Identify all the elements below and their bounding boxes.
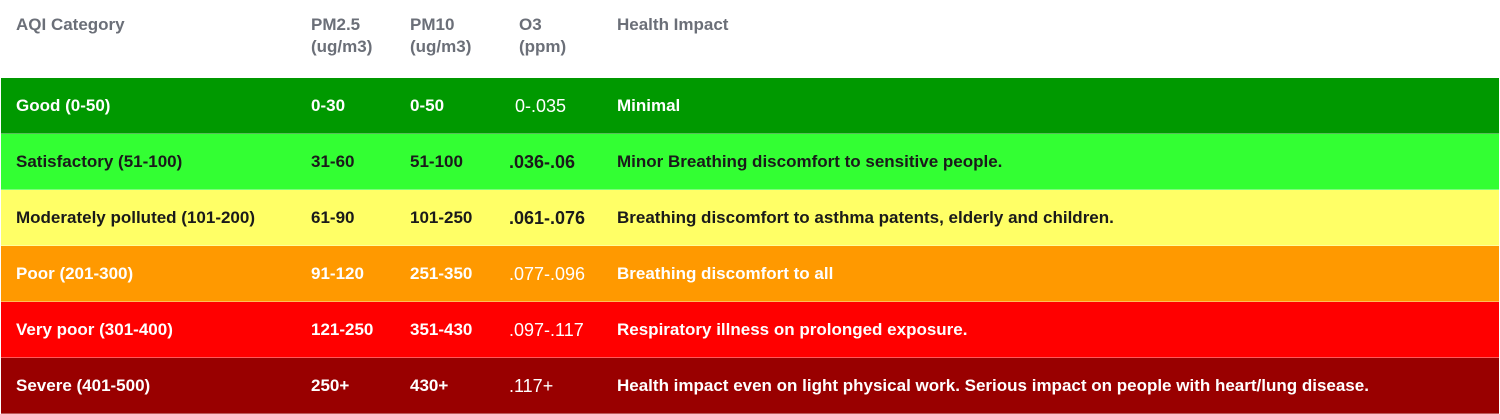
cell-aqi-category: Good (0-50) (16, 96, 111, 115)
cell-pm25: 0-30 (311, 96, 346, 115)
table-row: Severe (401-500) 250+ 430+ .117+ Health … (1, 358, 1499, 414)
cell-aqi-category: Moderately polluted (101-200) (16, 208, 256, 227)
table-header: AQI Category PM2.5 (ug/m3) PM10 (ug/m3) … (0, 0, 1500, 78)
cell-pm25: 31-60 (311, 152, 355, 171)
table-row: Satisfactory (51-100) 31-60 51-100 .036-… (1, 134, 1499, 190)
cell-o3: 0-.035 (515, 96, 567, 116)
cell-health-impact: Minimal (617, 96, 681, 115)
cell-pm10: 101-250 (410, 208, 473, 227)
cell-o3: .036-.06 (509, 152, 576, 172)
cell-health-impact: Minor Breathing discomfort to sensitive … (617, 152, 1003, 171)
header-pm25: PM2.5 (ug/m3) (311, 15, 373, 56)
cell-o3: .097-.117 (509, 320, 584, 340)
header-o3: O3 (ppm) (519, 15, 567, 56)
cell-aqi-category: Satisfactory (51-100) (16, 152, 183, 171)
table-row: Moderately polluted (101-200) 61-90 101-… (1, 190, 1499, 246)
header-aqi-category: AQI Category (16, 15, 125, 34)
table-row: Poor (201-300) 91-120 251-350 .077-.096 … (1, 246, 1499, 302)
cell-health-impact: Breathing discomfort to asthma patents, … (617, 208, 1114, 227)
cell-pm10: 0-50 (410, 96, 445, 115)
cell-health-impact: Health impact even on light physical wor… (617, 376, 1369, 395)
cell-pm25: 61-90 (311, 208, 355, 227)
cell-pm10: 430+ (410, 376, 449, 395)
cell-pm10: 251-350 (410, 264, 473, 283)
table-row: Very poor (301-400) 121-250 351-430 .097… (1, 302, 1499, 358)
header-health-impact: Health Impact (617, 15, 729, 34)
cell-health-impact: Breathing discomfort to all (617, 264, 834, 283)
cell-pm25: 121-250 (311, 320, 374, 339)
cell-aqi-category: Poor (201-300) (16, 264, 134, 283)
table-body: Good (0-50) 0-30 0-50 0-.035 Minimal Sat… (1, 78, 1499, 414)
cell-pm10: 351-430 (410, 320, 473, 339)
table-row: Good (0-50) 0-30 0-50 0-.035 Minimal (1, 78, 1499, 134)
cell-health-impact: Respiratory illness on prolonged exposur… (617, 320, 968, 339)
cell-pm10: 51-100 (410, 152, 463, 171)
cell-o3: .117+ (509, 376, 554, 396)
cell-aqi-category: Very poor (301-400) (16, 320, 173, 339)
header-pm10: PM10 (ug/m3) (410, 15, 472, 56)
cell-aqi-category: Severe (401-500) (16, 376, 151, 395)
cell-pm25: 250+ (311, 376, 350, 395)
cell-o3: .061-.076 (509, 208, 586, 228)
cell-o3: .077-.096 (509, 264, 586, 284)
cell-pm25: 91-120 (311, 264, 364, 283)
